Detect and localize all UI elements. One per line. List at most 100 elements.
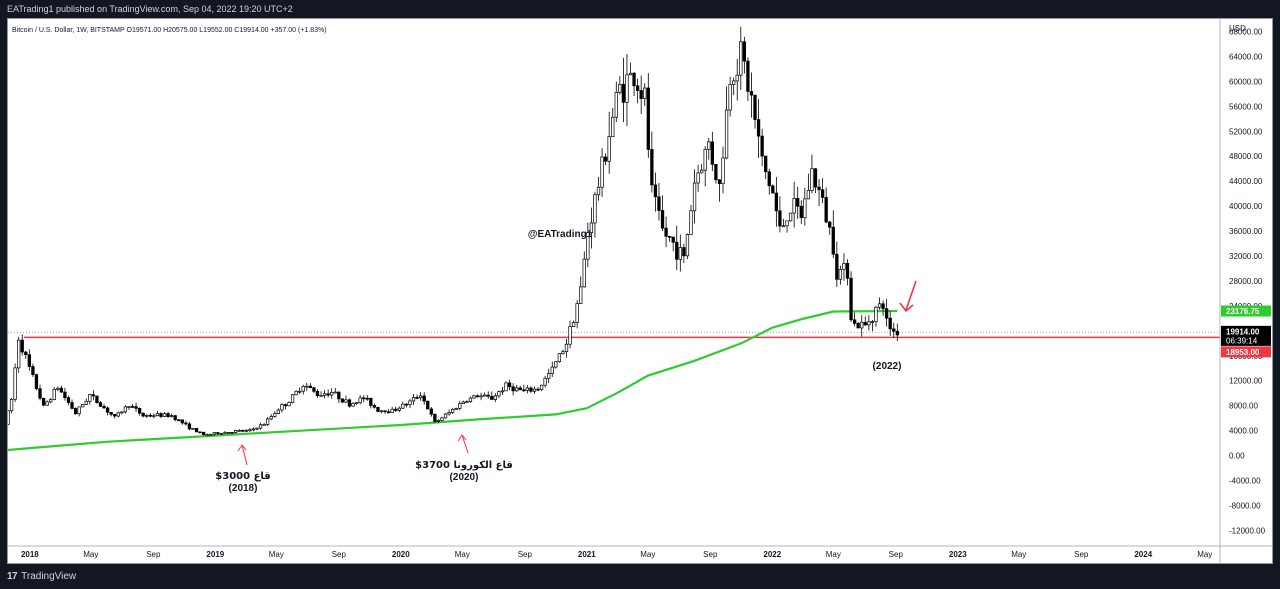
candle-body	[543, 377, 547, 386]
candle-body	[479, 395, 483, 398]
candle-body	[749, 91, 754, 96]
price-badge-value: 19914.00	[1226, 327, 1260, 336]
candle-body	[518, 387, 522, 391]
candle-body	[692, 182, 697, 212]
candle-body	[753, 94, 757, 120]
candle-body	[696, 172, 700, 184]
annotations-group: @EATrading1 $3000 قاع(2018) $3700 قاع الكو…	[215, 229, 917, 494]
candle-body	[600, 156, 604, 188]
candle-body	[874, 306, 878, 322]
candle-body	[362, 397, 366, 400]
candle-body	[678, 247, 682, 260]
candle-body	[596, 186, 601, 196]
candle-body	[429, 408, 433, 415]
candle-body	[440, 417, 444, 421]
candle-body	[493, 395, 497, 400]
moving-average-group	[8, 309, 898, 452]
candle-body	[155, 413, 160, 417]
candle-body	[742, 41, 746, 62]
x-tick-label: Sep	[518, 550, 533, 559]
candle-body	[568, 326, 572, 345]
candle-body	[760, 135, 764, 157]
candle-body	[209, 433, 213, 436]
candle-body	[98, 402, 103, 407]
candle-body	[767, 171, 771, 187]
candles-group	[8, 26, 899, 437]
candle-body	[180, 419, 184, 424]
candle-body	[468, 397, 473, 402]
candle-body	[856, 323, 860, 329]
candle-body	[532, 388, 537, 392]
label-2022: (2022)	[873, 361, 902, 372]
candle-body	[70, 402, 74, 409]
candle-body	[458, 403, 462, 409]
candle-body	[137, 407, 142, 414]
price-badge-box	[1221, 325, 1271, 346]
tradingview-logo-icon: 17	[7, 571, 18, 582]
candle-body	[20, 339, 24, 353]
x-tick-label: May	[455, 550, 470, 559]
y-tick-label: -8000.00	[1229, 501, 1261, 510]
chart-panel[interactable]: @EATrading1 $3000 قاع (2018) $3700 قاع الكو…	[7, 18, 1273, 564]
candle-body	[500, 390, 505, 393]
support-badge-box	[1221, 346, 1271, 358]
candle-body	[95, 395, 99, 404]
candle-body	[66, 397, 71, 403]
candle-body	[660, 210, 665, 229]
candle-body	[41, 397, 46, 406]
candle-body	[803, 198, 807, 219]
candle-body	[536, 388, 540, 391]
candle-body	[241, 429, 245, 432]
candle-body	[575, 303, 579, 323]
candle-body	[376, 406, 380, 412]
candle-body	[280, 404, 284, 411]
candle-body	[169, 415, 174, 417]
candle-body	[785, 220, 789, 227]
candle-body	[322, 393, 327, 396]
support-badge-value: 18953.00	[1226, 348, 1260, 357]
candle-body	[386, 411, 391, 414]
candle-body	[17, 339, 21, 369]
candle-body	[120, 411, 124, 414]
y-tick-label: 68000.00	[1229, 27, 1263, 36]
candle-body	[707, 141, 711, 150]
candle-body	[667, 235, 672, 238]
candle-body	[287, 402, 291, 407]
candle-body	[824, 197, 828, 223]
candle-body	[582, 258, 586, 288]
candle-body	[860, 321, 864, 329]
y-tick-label: 28000.00	[1229, 277, 1263, 286]
candle-body	[184, 422, 188, 425]
candle-body	[383, 410, 387, 413]
candle-body	[230, 432, 234, 434]
candle-body	[312, 387, 316, 392]
candle-body	[109, 411, 113, 415]
y-tick-label: 40000.00	[1229, 202, 1263, 211]
candle-body	[305, 385, 309, 388]
published-line: EATrading1 published on TradingView.com,…	[7, 4, 293, 14]
candle-body	[255, 427, 259, 430]
candle-body	[24, 351, 28, 356]
candle-body	[212, 432, 216, 435]
candle-body	[490, 395, 494, 400]
candle-body	[475, 395, 480, 398]
candle-body	[223, 432, 227, 434]
price-chart[interactable]: @EATrading1 $3000 قاع(2018) $3700 قاع الكو…	[8, 19, 1272, 563]
candle-body	[73, 408, 78, 415]
candle-body	[145, 414, 149, 417]
candle-body	[426, 400, 430, 410]
candle-body	[340, 398, 345, 403]
candle-body	[497, 391, 501, 397]
candle-body	[717, 179, 722, 184]
candle-body	[127, 406, 131, 408]
arrow-head-2020	[457, 434, 467, 442]
candle-body	[888, 317, 892, 330]
candle-body	[49, 399, 53, 403]
candle-body	[418, 395, 423, 399]
y-tick-label: 52000.00	[1229, 127, 1263, 136]
candle-body	[397, 407, 401, 411]
candle-body	[198, 431, 202, 434]
candle-body	[504, 382, 508, 392]
candle-body	[646, 87, 650, 150]
candle-body	[852, 319, 857, 324]
